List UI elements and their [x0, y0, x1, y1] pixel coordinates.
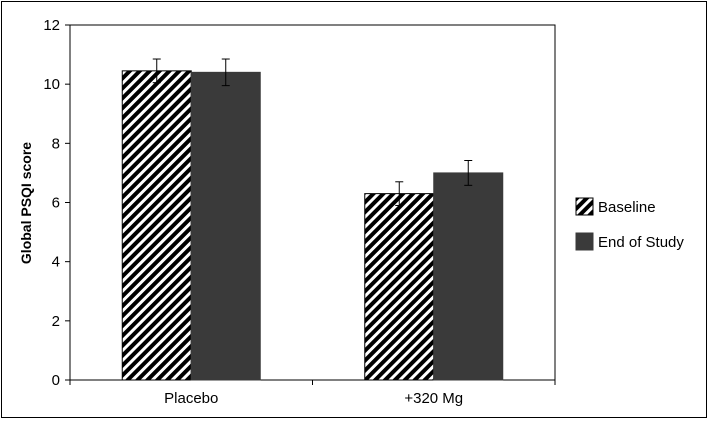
y-tick-label: 4: [52, 254, 60, 271]
y-tick-label: 8: [52, 135, 60, 152]
legend-label: Baseline: [598, 199, 656, 216]
legend: Baseline End of Study: [575, 197, 684, 251]
bars: [121, 70, 504, 381]
y-tick-label: 12: [43, 17, 60, 34]
bar-baseline: [121, 70, 192, 381]
legend-label: End of Study: [598, 234, 684, 251]
bar-end-of-study: [433, 172, 504, 381]
x-tick-label: Placebo: [164, 390, 218, 407]
y-axis-title: Global PSQI score: [18, 142, 34, 264]
x-axis-labels: Placebo +320 Mg: [164, 390, 463, 407]
y-tick-label: 2: [52, 313, 60, 330]
legend-swatch: [575, 232, 594, 251]
error-bars: [152, 58, 473, 206]
bar-end-of-study: [190, 71, 261, 381]
y-tick-label: 10: [43, 76, 60, 93]
legend-swatch: [575, 197, 594, 216]
x-tick-label: +320 Mg: [404, 390, 463, 407]
bar-baseline: [364, 193, 435, 381]
y-axis-labels: 0 2 4 6 8 10 12: [43, 17, 60, 389]
y-tick-label: 0: [52, 372, 60, 389]
axes: [65, 24, 556, 385]
y-tick-label: 6: [52, 195, 60, 212]
